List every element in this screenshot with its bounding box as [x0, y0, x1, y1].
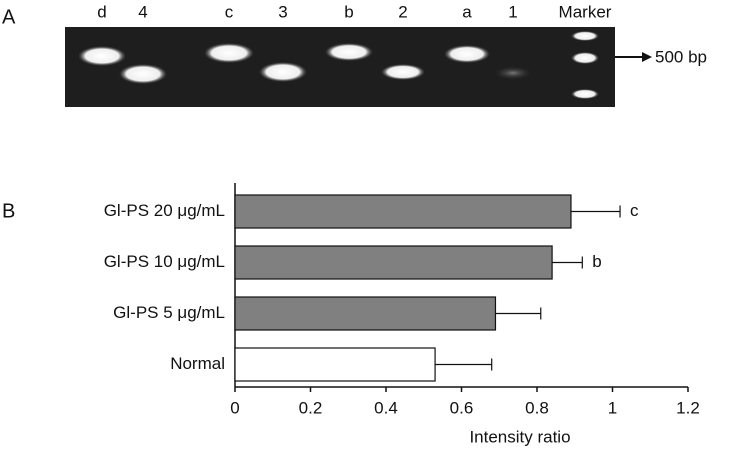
bar: [234, 347, 436, 382]
lane-label: Marker: [559, 2, 612, 21]
y-tick-label: Gl-PS 10 μg/mL: [104, 252, 225, 271]
lane-label: c: [225, 2, 234, 21]
x-axis-label: Intensity ratio: [469, 427, 570, 446]
panel-label: B: [2, 200, 15, 222]
x-tick-label: 0.2: [299, 398, 323, 417]
lane-label: a: [462, 2, 472, 21]
lane-label: b: [344, 2, 353, 21]
lane-label: 4: [138, 2, 147, 21]
lane-label: 2: [398, 2, 407, 21]
gel-bands: [78, 31, 599, 99]
y-tick-label: Gl-PS 5 μg/mL: [113, 303, 225, 322]
annotation: b: [592, 252, 601, 271]
lane-label: 3: [278, 2, 287, 21]
marker-label: 500 bp: [655, 47, 707, 66]
x-tick-label: 1: [608, 398, 617, 417]
y-tick-label: Normal: [170, 354, 225, 373]
annotation: c: [630, 201, 639, 220]
lane-label: d: [97, 2, 106, 21]
x-tick-label: 0.6: [450, 398, 474, 417]
bar: [234, 245, 553, 280]
panel-label: A: [2, 6, 16, 28]
arrow-head: [642, 52, 652, 62]
bar: [234, 194, 572, 229]
x-tick-label: 0.8: [525, 398, 549, 417]
x-tick-label: 0.4: [374, 398, 398, 417]
lane-label: 1: [508, 2, 517, 21]
x-tick-label: 0: [230, 398, 239, 417]
y-tick-label: Gl-PS 20 μg/mL: [104, 201, 225, 220]
bar: [234, 296, 497, 331]
x-tick-label: 1.2: [676, 398, 700, 417]
